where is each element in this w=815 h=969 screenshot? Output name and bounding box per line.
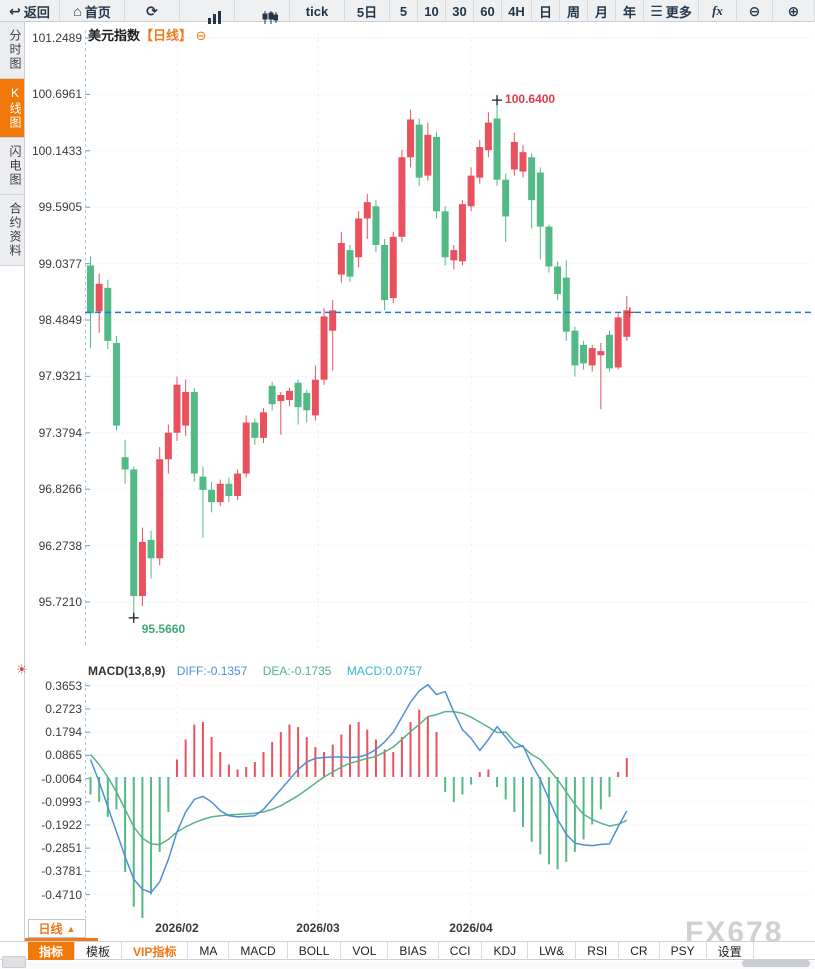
- bottom-tab-template[interactable]: 模板: [75, 942, 123, 960]
- candlestick-chart[interactable]: [85, 30, 813, 660]
- macd-tick-label: -0.3781: [41, 864, 82, 879]
- macd-diff-value: DIFF:-0.1357: [176, 664, 248, 678]
- bottom-tab-vol[interactable]: VOL: [341, 942, 389, 960]
- date-tick-label: 2026/02: [155, 921, 199, 935]
- toolbar-item-more[interactable]: ☰ 更多: [644, 0, 699, 22]
- low-price-label: 95.5660: [141, 621, 186, 636]
- chart-title: 美元指数【日线】 ⊖: [88, 25, 207, 44]
- zoom-in-icon: ⊕: [787, 3, 800, 19]
- chart-type-sidebar: 分时图 K线图 闪电图 合约资料: [0, 22, 25, 969]
- toolbar-item-30min[interactable]: 30: [446, 0, 474, 22]
- macd-chart[interactable]: [85, 682, 813, 918]
- date-tick-label: 2026/04: [449, 921, 493, 935]
- bottom-tab-rsi[interactable]: RSI: [576, 942, 620, 960]
- price-tick-label: 100.1433: [31, 143, 82, 158]
- sidebar-tab-flash-chart[interactable]: 闪电图: [0, 138, 24, 195]
- bottom-tab-cci[interactable]: CCI: [439, 942, 483, 960]
- macd-tick-label: -0.2851: [41, 841, 82, 856]
- period-tag: 【日线】: [140, 28, 193, 43]
- bottom-tab-kdj[interactable]: KDJ: [482, 942, 529, 960]
- toolbar-item-5min[interactable]: 5: [390, 0, 418, 22]
- macd-header: MACD(13,8,9) DIFF:-0.1357 DEA:-0.1735 MA…: [88, 664, 422, 678]
- bottom-tab-lwr[interactable]: LW&: [528, 942, 577, 960]
- toolbar-item-month[interactable]: 月: [588, 0, 616, 22]
- toolbar-item-week[interactable]: 周: [560, 0, 588, 22]
- price-tick-label: 96.2738: [38, 538, 82, 553]
- horizontal-scrollbar-thumb[interactable]: [742, 960, 810, 967]
- price-tick-label: 99.5905: [38, 200, 82, 215]
- toolbar-item-tick[interactable]: tick: [290, 0, 345, 22]
- more-icon: ☰: [650, 3, 663, 19]
- toolbar-item-fx[interactable]: fx: [699, 0, 737, 22]
- macd-tick-label: 0.1794: [45, 725, 82, 740]
- sidebar-tab-time-chart[interactable]: 分时图: [0, 22, 24, 79]
- price-tick-label: 100.6961: [31, 87, 82, 102]
- price-tick-label: 97.9321: [38, 369, 82, 384]
- date-tick-label: 2026/03: [296, 921, 340, 935]
- price-tick-label: 99.0377: [38, 256, 82, 271]
- bottom-tab-bias[interactable]: BIAS: [388, 942, 439, 960]
- toolbar-item-zoom-out[interactable]: ⊖: [737, 0, 773, 22]
- bottom-tab-macd[interactable]: MACD: [229, 942, 288, 960]
- price-tick-label: 98.4849: [38, 313, 82, 327]
- toolbar-item-5day[interactable]: 5日: [345, 0, 390, 22]
- zoom-out-icon: ⊖: [748, 3, 761, 19]
- price-tick-label: 96.8266: [38, 482, 82, 497]
- toolbar-item-day[interactable]: 日: [532, 0, 560, 22]
- refresh-icon: ⟳: [146, 3, 158, 19]
- scrollbar-corner: [2, 956, 26, 968]
- toolbar-item-back[interactable]: ↩ 返回: [0, 0, 60, 22]
- macd-params: MACD(13,8,9): [88, 664, 166, 678]
- macd-tick-label: -0.0993: [41, 794, 82, 809]
- macd-dea-value: DEA:-0.1735: [262, 664, 332, 678]
- macd-tick-label: 0.2723: [45, 702, 82, 716]
- price-tick-label: 97.3794: [38, 425, 82, 440]
- period-dropdown[interactable]: 日线 ▲: [28, 919, 86, 938]
- bottom-tab-cr[interactable]: CR: [619, 942, 660, 960]
- indicator-tab-bar: 指标 模板 VIP指标 MA MACD BOLL VOL BIAS CCI KDJ LW& RSI CR…: [0, 941, 815, 960]
- toolbar-item-10min[interactable]: 10: [418, 0, 446, 22]
- price-tick-label: 101.2489: [31, 31, 82, 45]
- bottom-strip: [0, 961, 815, 969]
- high-price-label: 100.6400: [505, 92, 556, 107]
- toolbar-item-year[interactable]: 年: [616, 0, 644, 22]
- bottom-tab-boll[interactable]: BOLL: [288, 942, 342, 960]
- toolbar-item-bar-chart[interactable]: [180, 0, 235, 24]
- toolbar-item-60min[interactable]: 60: [474, 0, 502, 22]
- sidebar-tab-kline-chart[interactable]: K线图: [0, 79, 24, 138]
- bottom-tab-vip-indicator[interactable]: VIP指标: [122, 942, 189, 960]
- home-icon: ⌂: [73, 3, 82, 19]
- macd-tick-label: -0.1922: [41, 817, 82, 832]
- macd-tick-label: 0.0865: [45, 748, 82, 763]
- dropdown-arrow-icon: ▲: [66, 923, 76, 934]
- bottom-tab-psy[interactable]: PSY: [660, 942, 707, 960]
- toolbar-item-4h[interactable]: 4H: [502, 0, 532, 22]
- macd-tick-label: -0.4710: [41, 887, 82, 902]
- macd-tick-label: -0.0064: [41, 771, 82, 786]
- toolbar-item-home[interactable]: ⌂ 首页: [60, 0, 125, 22]
- back-icon: ↩: [9, 3, 21, 19]
- price-tick-label: 95.7210: [38, 595, 82, 609]
- bottom-tab-indicator[interactable]: 指标: [28, 942, 76, 960]
- macd-hist-value: MACD:0.0757: [346, 664, 423, 678]
- bottom-tab-ma[interactable]: MA: [188, 942, 230, 960]
- collapse-pane-icon[interactable]: ⊖: [195, 28, 207, 43]
- sidebar-tab-contract-info[interactable]: 合约资料: [0, 195, 24, 266]
- bottom-tab-settings[interactable]: 设置: [707, 942, 754, 960]
- toolbar-item-refresh[interactable]: ⟳: [125, 0, 180, 22]
- top-toolbar: ↩ 返回 ⌂ 首页 ⟳ tick 5日 5 10 30 60 4H 日周月年 ☰ 更多 fx ⊖ ⊕: [0, 0, 815, 24]
- active-tab-underline: [25, 938, 98, 941]
- indicator-settings-icon[interactable]: ☀: [16, 662, 28, 677]
- toolbar-item-candle-chart[interactable]: [235, 0, 290, 24]
- macd-tick-label: 0.3653: [45, 678, 82, 693]
- symbol-name: 美元指数: [88, 28, 141, 43]
- toolbar-item-zoom-in[interactable]: ⊕: [773, 0, 815, 22]
